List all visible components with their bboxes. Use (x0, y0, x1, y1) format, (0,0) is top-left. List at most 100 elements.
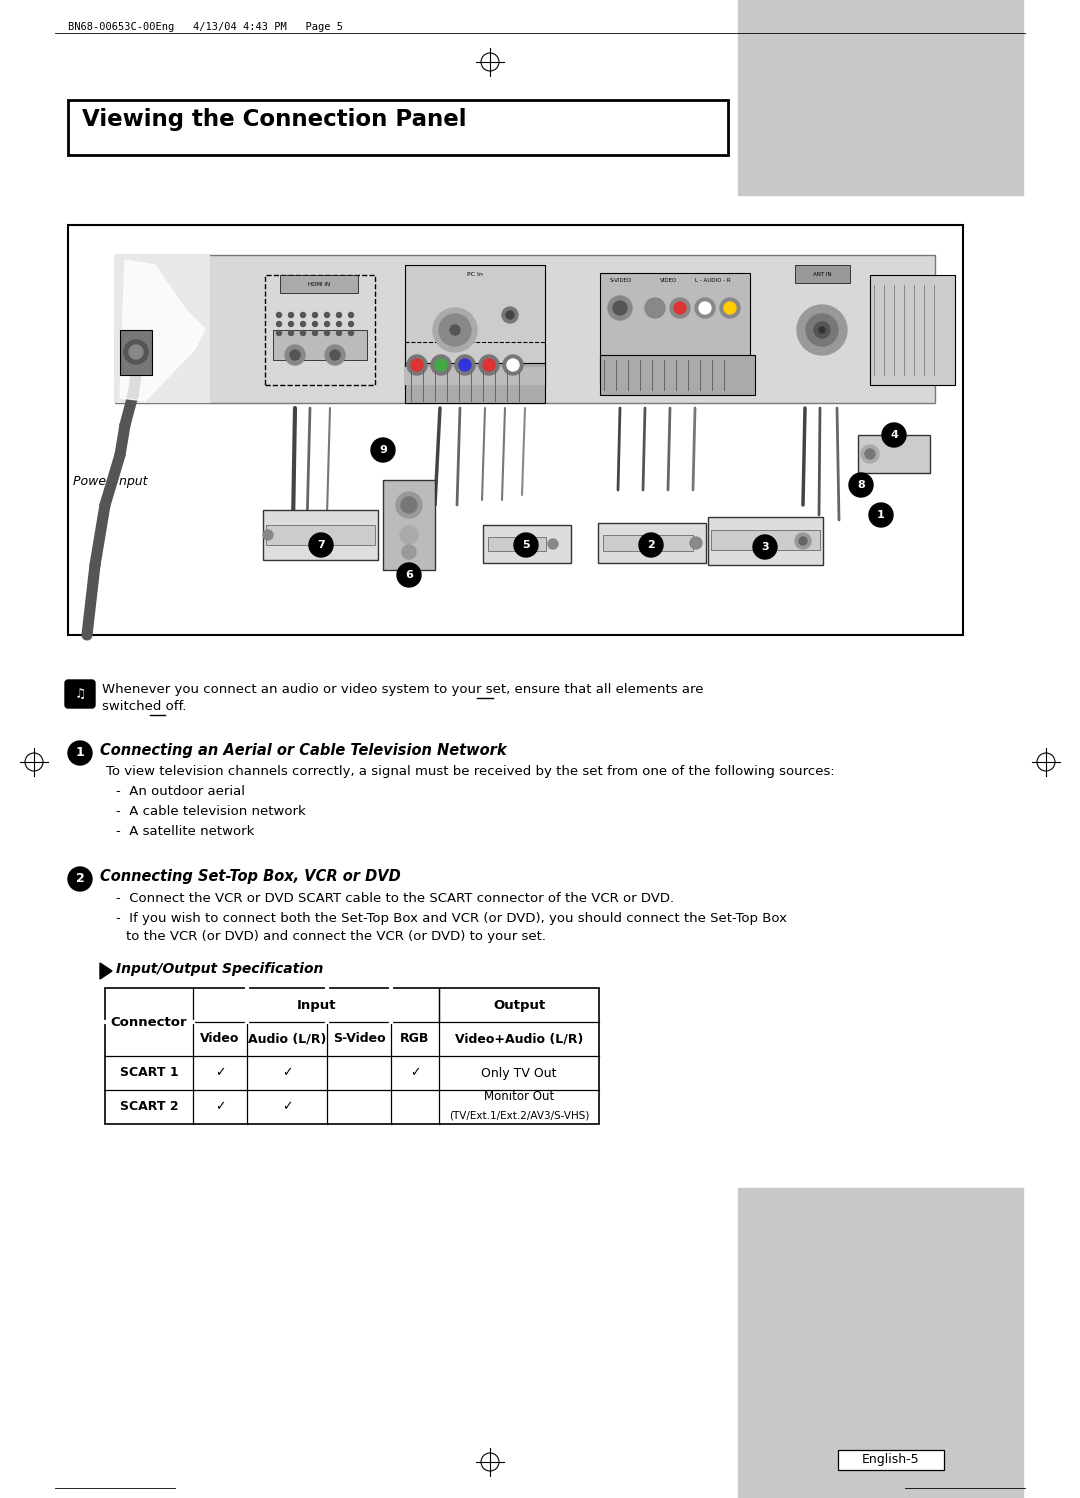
Text: SCART 2: SCART 2 (120, 1101, 178, 1113)
Bar (383, 479, 435, 571)
Bar (114, 255, 935, 403)
Bar (600, 355, 755, 395)
Text: Power Input: Power Input (73, 475, 148, 488)
Circle shape (400, 526, 418, 544)
Bar (114, 255, 210, 403)
Text: Monitor Out: Monitor Out (484, 1091, 554, 1104)
Text: Connecting Set-Top Box, VCR or DVD: Connecting Set-Top Box, VCR or DVD (100, 869, 401, 884)
Bar (738, 0, 1023, 10)
Circle shape (690, 536, 702, 548)
Circle shape (68, 742, 92, 765)
Circle shape (882, 422, 906, 446)
Circle shape (435, 360, 447, 372)
Text: Whenever you connect an audio or video system to your set, ensure that all eleme: Whenever you connect an audio or video s… (102, 683, 703, 697)
Circle shape (312, 331, 318, 336)
Circle shape (330, 351, 340, 360)
Bar (266, 524, 375, 545)
Bar (708, 517, 823, 565)
Circle shape (869, 503, 893, 527)
Circle shape (483, 360, 495, 372)
Circle shape (396, 491, 422, 518)
Circle shape (507, 360, 519, 372)
Bar (598, 523, 706, 563)
Circle shape (288, 331, 294, 336)
Text: Input: Input (296, 999, 336, 1011)
Circle shape (799, 536, 807, 545)
Bar (858, 434, 930, 473)
Text: 7: 7 (318, 539, 325, 550)
Circle shape (503, 355, 523, 374)
Circle shape (309, 533, 333, 557)
Circle shape (431, 355, 451, 374)
Text: ✓: ✓ (409, 1067, 420, 1080)
Circle shape (865, 449, 875, 458)
Circle shape (411, 360, 423, 372)
Text: 9: 9 (379, 445, 387, 455)
Text: Connecting an Aerial or Cable Television Network: Connecting an Aerial or Cable Television… (100, 743, 507, 758)
Circle shape (507, 312, 514, 319)
Text: ✓: ✓ (282, 1067, 293, 1080)
Text: L - AUDIO - R: L - AUDIO - R (696, 279, 731, 283)
Circle shape (397, 563, 421, 587)
Text: VIDEO: VIDEO (660, 279, 677, 283)
Circle shape (645, 298, 665, 318)
Text: ANT IN: ANT IN (812, 271, 832, 277)
Text: PC In: PC In (467, 271, 483, 277)
Text: -  An outdoor aerial: - An outdoor aerial (116, 785, 245, 798)
Bar (120, 330, 152, 374)
Circle shape (450, 325, 460, 336)
Text: -  A cable television network: - A cable television network (116, 804, 306, 818)
Circle shape (401, 497, 417, 512)
Circle shape (291, 351, 300, 360)
Circle shape (753, 535, 777, 559)
Text: (TV/Ext.1/Ext.2/AV3/S-VHS): (TV/Ext.1/Ext.2/AV3/S-VHS) (449, 1112, 590, 1121)
Circle shape (276, 313, 282, 318)
Circle shape (276, 322, 282, 327)
Circle shape (276, 331, 282, 336)
Circle shape (349, 331, 353, 336)
Text: 2: 2 (647, 539, 654, 550)
Text: SCART 1: SCART 1 (120, 1067, 178, 1080)
Bar (280, 276, 357, 294)
Bar (405, 367, 545, 385)
Polygon shape (100, 963, 112, 980)
Text: to the VCR (or DVD) and connect the VCR (or DVD) to your set.: to the VCR (or DVD) and connect the VCR … (126, 930, 546, 944)
Text: ✓: ✓ (215, 1101, 226, 1113)
Circle shape (699, 303, 711, 315)
Bar (105, 989, 599, 1124)
Circle shape (433, 309, 477, 352)
Circle shape (861, 445, 879, 463)
Text: -  If you wish to connect both the Set-Top Box and VCR (or DVD), you should conn: - If you wish to connect both the Set-To… (116, 912, 787, 924)
Text: 6: 6 (405, 571, 413, 580)
Circle shape (264, 530, 273, 539)
Text: 1: 1 (76, 746, 84, 759)
Circle shape (514, 533, 538, 557)
Circle shape (337, 322, 341, 327)
Circle shape (288, 322, 294, 327)
Circle shape (806, 315, 838, 346)
Circle shape (720, 298, 740, 318)
Bar (838, 1450, 944, 1470)
Circle shape (324, 313, 329, 318)
Circle shape (674, 303, 686, 315)
Circle shape (68, 867, 92, 891)
Text: S-Video: S-Video (333, 1032, 386, 1046)
Text: 5: 5 (523, 539, 530, 550)
Circle shape (285, 345, 305, 366)
Circle shape (814, 322, 831, 339)
Circle shape (502, 307, 518, 324)
Bar (405, 363, 545, 403)
FancyBboxPatch shape (65, 680, 95, 709)
Circle shape (613, 301, 627, 315)
Circle shape (696, 298, 715, 318)
Circle shape (325, 345, 345, 366)
Circle shape (337, 313, 341, 318)
Text: 4: 4 (890, 430, 897, 440)
Circle shape (608, 297, 632, 321)
Text: -  Connect the VCR or DVD SCART cable to the SCART connector of the VCR or DVD.: - Connect the VCR or DVD SCART cable to … (116, 891, 674, 905)
Text: 2: 2 (76, 872, 84, 885)
Circle shape (795, 533, 811, 548)
Bar (711, 530, 820, 550)
Circle shape (372, 437, 395, 461)
Bar (273, 330, 367, 360)
